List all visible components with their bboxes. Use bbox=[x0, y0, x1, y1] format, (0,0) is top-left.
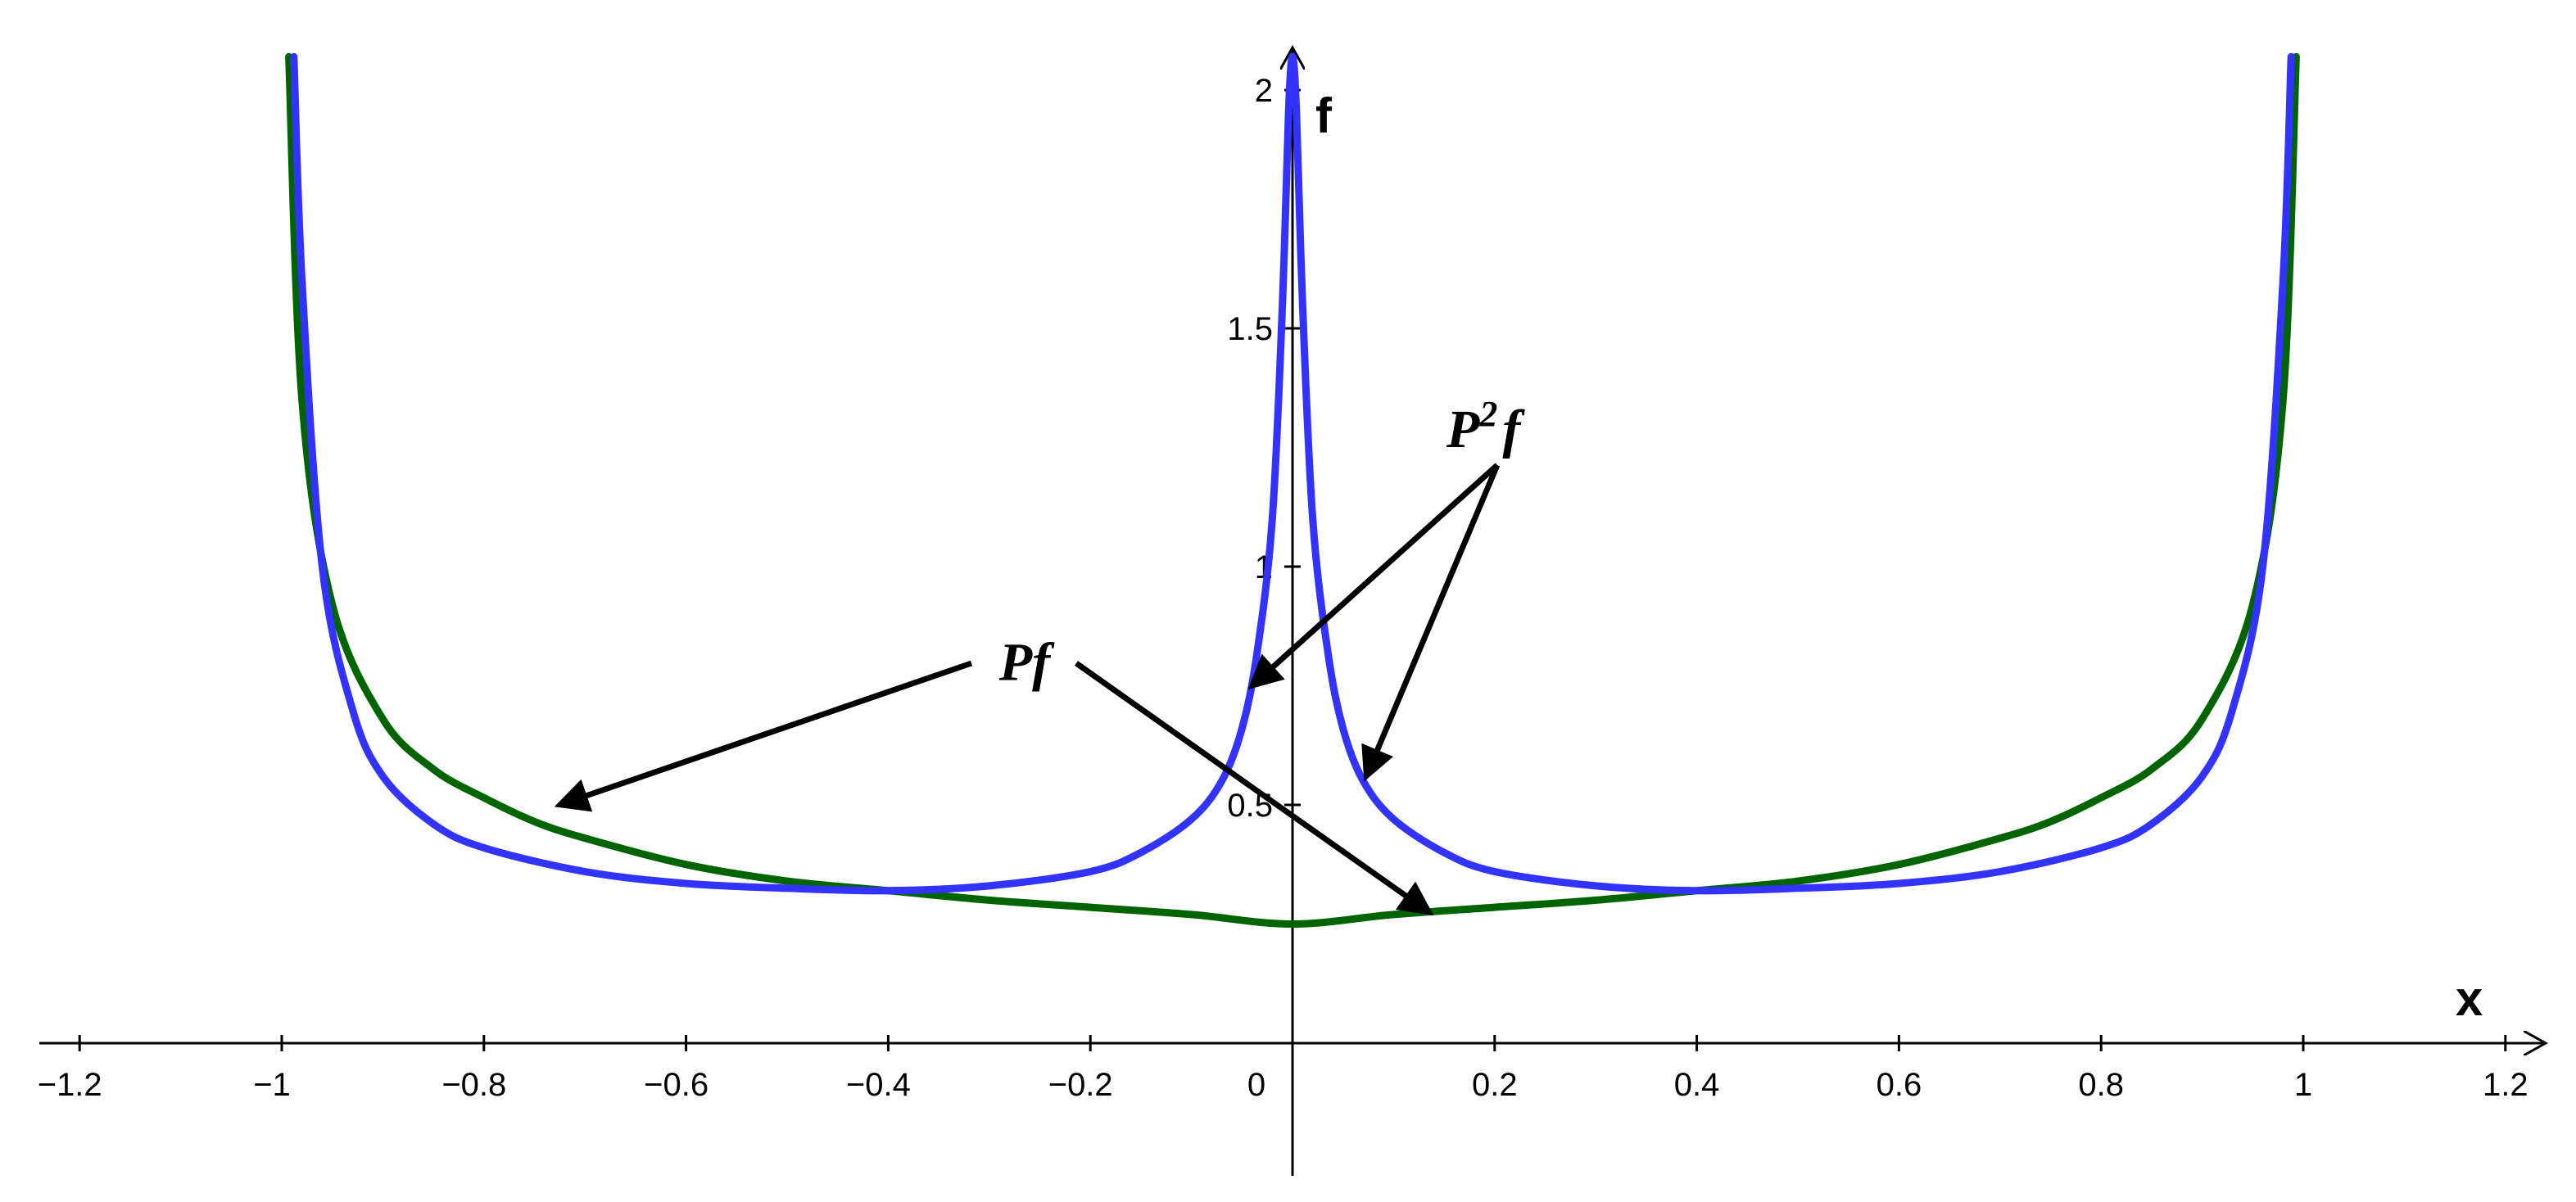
x-tick-label: −1.2 bbox=[38, 1067, 102, 1103]
p2f-arrow bbox=[1247, 463, 1500, 690]
x-tick-label: −1 bbox=[253, 1067, 291, 1103]
pf-arrow bbox=[554, 660, 973, 812]
axes: −1.2 −1 −0.8 −0.6 −0.4 −0.2 0 0.2 0.4 0.6 0.8 1 1.2 … bbox=[38, 47, 2546, 1176]
annotation-layer: Pf P2f bbox=[554, 394, 1525, 915]
pf-arrow bbox=[1074, 661, 1434, 915]
y-tick-label: 0.5 bbox=[1227, 788, 1273, 824]
series-layer bbox=[285, 52, 2300, 928]
pf-annotation: Pf bbox=[998, 632, 1055, 692]
x-tick-label: 1 bbox=[2294, 1067, 2312, 1103]
y-tick-label: 1.5 bbox=[1227, 311, 1273, 347]
y-axis-label: f bbox=[1315, 88, 1333, 143]
y-tick-label: 2 bbox=[1255, 73, 1273, 109]
x-tick-label: −0.4 bbox=[846, 1067, 911, 1103]
series-p2f-curve bbox=[290, 52, 2295, 895]
p2f-annotation: P2f bbox=[1446, 394, 1525, 459]
x-tick-label: −0.2 bbox=[1048, 1067, 1113, 1103]
x-tick-label: 1.2 bbox=[2483, 1067, 2528, 1103]
x-tick-label: −0.6 bbox=[644, 1067, 709, 1103]
series-pf-curve bbox=[285, 52, 2300, 928]
x-tick-label: 0.8 bbox=[2078, 1067, 2124, 1103]
x-tick-label: 0.4 bbox=[1674, 1067, 1720, 1103]
p2f-arrow bbox=[1361, 463, 1501, 782]
x-tick-label: 0 bbox=[1247, 1067, 1265, 1103]
x-axis-ticks: −1.2 −1 −0.8 −0.6 −0.4 −0.2 0 0.2 0.4 0.6 0.8 1 1.2 bbox=[38, 1035, 2528, 1103]
x-tick-label: 0.2 bbox=[1472, 1067, 1518, 1103]
x-axis-label: x bbox=[2456, 971, 2483, 1026]
x-tick-label: 0.6 bbox=[1877, 1067, 1922, 1103]
x-tick-label: −0.8 bbox=[441, 1067, 506, 1103]
